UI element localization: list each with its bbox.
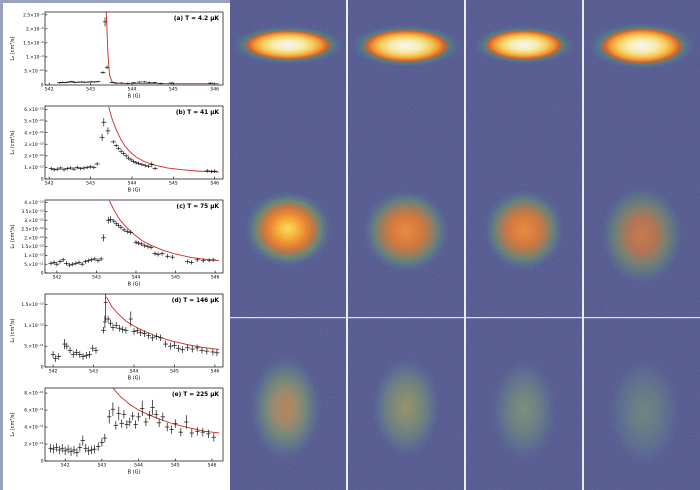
- svg-text:B (G): B (G): [128, 376, 141, 382]
- svg-text:L₂ (cm³/s): L₂ (cm³/s): [10, 318, 16, 342]
- svg-text:L₂ (cm³/s): L₂ (cm³/s): [10, 224, 16, 248]
- svg-text:542: 542: [45, 87, 54, 93]
- absorption-image-column-1: [230, 0, 346, 490]
- svg-text:6.×10⁻¹⁰: 6.×10⁻¹⁰: [24, 107, 44, 113]
- svg-text:542: 542: [49, 369, 58, 375]
- svg-text:544: 544: [128, 181, 137, 187]
- svg-text:5.×10⁻¹¹: 5.×10⁻¹¹: [24, 262, 44, 268]
- svg-text:546: 546: [211, 369, 220, 375]
- svg-text:543: 543: [92, 275, 101, 281]
- svg-text:(b) T = 41 μK: (b) T = 41 μK: [176, 110, 220, 116]
- svg-text:0: 0: [41, 271, 44, 277]
- svg-text:544: 544: [128, 87, 137, 93]
- svg-text:B (G): B (G): [128, 188, 141, 194]
- svg-text:L₂ (cm³/s): L₂ (cm³/s): [10, 412, 16, 436]
- svg-text:546: 546: [211, 275, 220, 281]
- svg-text:(d) T = 146 μK: (d) T = 146 μK: [172, 298, 220, 304]
- svg-text:546: 546: [210, 87, 219, 93]
- svg-text:0: 0: [41, 365, 44, 371]
- svg-text:545: 545: [169, 87, 178, 93]
- chart-canvas-e: 542 543 544 545 546 0 2.×10⁻¹¹ 4.×10⁻¹¹ 6.×10⁻¹¹…: [10, 387, 224, 476]
- svg-text:5.×10⁻¹⁰: 5.×10⁻¹⁰: [24, 69, 44, 75]
- chart-canvas-a: 542 543 544 545 546 0 5.×10⁻¹⁰ 1.×10⁻⁹ 1.5×10⁻⁹ 2…: [10, 11, 224, 100]
- svg-text:4.×10⁻¹⁰: 4.×10⁻¹⁰: [24, 200, 44, 206]
- svg-text:543: 543: [86, 87, 95, 93]
- svg-text:542: 542: [45, 181, 54, 187]
- svg-text:3.×10⁻¹⁰: 3.×10⁻¹⁰: [24, 142, 44, 148]
- svg-text:545: 545: [171, 463, 180, 469]
- svg-text:1.5×10⁻¹⁰: 1.5×10⁻¹⁰: [21, 302, 43, 308]
- svg-text:542: 542: [52, 275, 61, 281]
- svg-text:0: 0: [41, 459, 44, 465]
- svg-text:8.×10⁻¹¹: 8.×10⁻¹¹: [24, 391, 44, 397]
- svg-text:544: 544: [134, 463, 143, 469]
- svg-text:543: 543: [86, 181, 95, 187]
- chart-canvas-d: 542 543 544 545 546 0 5.×10⁻¹¹ 1.×10⁻¹⁰ 1.5×10⁻¹…: [10, 293, 224, 382]
- svg-text:545: 545: [169, 181, 178, 187]
- svg-text:2.×10⁻¹⁰: 2.×10⁻¹⁰: [24, 235, 44, 241]
- plot-panel-e: 542 543 544 545 546 0 2.×10⁻¹¹ 4.×10⁻¹¹ 6.×10⁻¹¹…: [8, 381, 230, 475]
- svg-text:544: 544: [130, 369, 139, 375]
- svg-text:544: 544: [132, 275, 141, 281]
- chart-canvas-b: 542 543 544 545 546 0 1.×10⁻¹⁰ 2.×10⁻¹⁰ 3.×10⁻¹⁰…: [10, 105, 224, 194]
- svg-text:1.×10⁻¹⁰: 1.×10⁻¹⁰: [24, 165, 44, 171]
- svg-text:6.×10⁻¹¹: 6.×10⁻¹¹: [24, 408, 44, 414]
- absorption-image-column-4: [584, 0, 700, 490]
- svg-text:3.×10⁻¹⁰: 3.×10⁻¹⁰: [24, 218, 44, 224]
- svg-text:545: 545: [171, 275, 180, 281]
- svg-text:546: 546: [210, 181, 219, 187]
- svg-text:546: 546: [208, 463, 217, 469]
- svg-text:(e) T = 225 μK: (e) T = 225 μK: [172, 392, 219, 398]
- loss-rate-plots-column: 542 543 544 545 546 0 5.×10⁻¹⁰ 1.×10⁻⁹ 1.5×10⁻⁹ 2…: [0, 0, 230, 490]
- svg-text:2.×10⁻⁹: 2.×10⁻⁹: [26, 26, 44, 32]
- svg-text:543: 543: [89, 369, 98, 375]
- svg-text:543: 543: [97, 463, 106, 469]
- svg-text:2.5×10⁻¹⁰: 2.5×10⁻¹⁰: [21, 227, 43, 233]
- svg-text:(c) T = 75 μK: (c) T = 75 μK: [177, 204, 220, 210]
- svg-text:B (G): B (G): [128, 282, 141, 288]
- chart-canvas-c: 542 543 544 545 546 0 5.×10⁻¹¹ 1.×10⁻¹⁰ 1.5×10⁻¹…: [10, 199, 224, 288]
- absorption-image-grid: [230, 0, 700, 490]
- plot-panel-b: 542 543 544 545 546 0 1.×10⁻¹⁰ 2.×10⁻¹⁰ 3.×10⁻¹⁰…: [8, 99, 230, 193]
- svg-text:4.×10⁻¹⁰: 4.×10⁻¹⁰: [24, 130, 44, 136]
- svg-text:0: 0: [41, 177, 44, 183]
- plot-panel-a: 542 543 544 545 546 0 5.×10⁻¹⁰ 1.×10⁻⁹ 1.5×10⁻⁹ 2…: [8, 5, 230, 99]
- plot-panel-c: 542 543 544 545 546 0 5.×10⁻¹¹ 1.×10⁻¹⁰ 1.5×10⁻¹…: [8, 193, 230, 287]
- svg-text:1.×10⁻¹⁰: 1.×10⁻¹⁰: [24, 253, 44, 259]
- svg-text:5.×10⁻¹⁰: 5.×10⁻¹⁰: [24, 119, 44, 125]
- svg-text:1.×10⁻⁹: 1.×10⁻⁹: [26, 55, 44, 61]
- svg-text:1.×10⁻¹⁰: 1.×10⁻¹⁰: [24, 323, 44, 329]
- svg-text:3.5×10⁻¹⁰: 3.5×10⁻¹⁰: [21, 209, 43, 215]
- absorption-image-column-3: [466, 0, 582, 490]
- svg-text:2.×10⁻¹¹: 2.×10⁻¹¹: [24, 442, 44, 448]
- plot-panel-d: 542 543 544 545 546 0 5.×10⁻¹¹ 1.×10⁻¹⁰ 1.5×10⁻¹…: [8, 287, 230, 381]
- absorption-image-column-2: [348, 0, 464, 490]
- svg-text:L₂ (cm³/s): L₂ (cm³/s): [10, 130, 16, 154]
- svg-text:L₂ (cm³/s): L₂ (cm³/s): [10, 36, 16, 60]
- svg-text:(a) T = 4.2 μK: (a) T = 4.2 μK: [174, 16, 220, 22]
- svg-text:542: 542: [61, 463, 70, 469]
- svg-text:5.×10⁻¹¹: 5.×10⁻¹¹: [24, 344, 44, 350]
- svg-text:2.×10⁻¹⁰: 2.×10⁻¹⁰: [24, 153, 44, 159]
- svg-text:B (G): B (G): [128, 94, 141, 100]
- svg-text:B (G): B (G): [128, 470, 141, 476]
- svg-text:2.5×10⁻⁹: 2.5×10⁻⁹: [23, 12, 44, 18]
- svg-text:0: 0: [41, 83, 44, 89]
- svg-text:4.×10⁻¹¹: 4.×10⁻¹¹: [24, 425, 44, 431]
- svg-text:545: 545: [170, 369, 179, 375]
- svg-text:1.5×10⁻⁹: 1.5×10⁻⁹: [23, 40, 44, 46]
- svg-text:1.5×10⁻¹⁰: 1.5×10⁻¹⁰: [21, 244, 43, 250]
